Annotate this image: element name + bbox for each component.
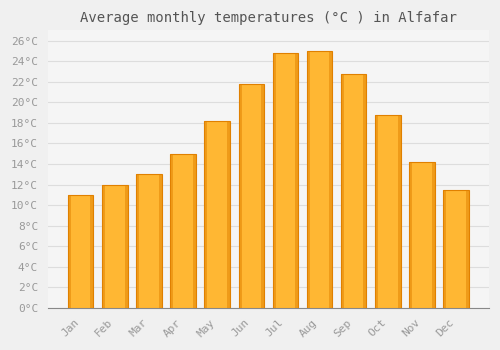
Bar <box>238 84 264 308</box>
Bar <box>364 74 366 308</box>
Bar <box>443 190 469 308</box>
Bar <box>227 121 230 308</box>
Bar <box>398 115 400 308</box>
Bar <box>307 51 332 308</box>
Bar <box>170 154 173 308</box>
Bar <box>341 74 344 308</box>
Bar <box>341 74 366 308</box>
Bar <box>466 190 469 308</box>
Bar <box>136 174 162 308</box>
Bar <box>330 51 332 308</box>
Bar <box>170 154 196 308</box>
Bar <box>272 53 276 308</box>
Bar <box>90 195 94 308</box>
Bar <box>158 174 162 308</box>
Bar <box>375 115 378 308</box>
Bar <box>136 174 139 308</box>
Bar <box>68 195 71 308</box>
Bar <box>124 184 128 308</box>
Bar <box>375 115 400 308</box>
Title: Average monthly temperatures (°C ) in Alfafar: Average monthly temperatures (°C ) in Al… <box>80 11 457 25</box>
Bar <box>238 84 242 308</box>
Bar <box>204 121 208 308</box>
Bar <box>409 162 412 308</box>
Bar <box>272 53 298 308</box>
Bar <box>68 195 94 308</box>
Bar <box>295 53 298 308</box>
Bar <box>102 184 128 308</box>
Bar <box>307 51 310 308</box>
Bar <box>409 162 434 308</box>
Bar <box>261 84 264 308</box>
Bar <box>193 154 196 308</box>
Bar <box>204 121 230 308</box>
Bar <box>102 184 105 308</box>
Bar <box>432 162 434 308</box>
Bar <box>443 190 446 308</box>
